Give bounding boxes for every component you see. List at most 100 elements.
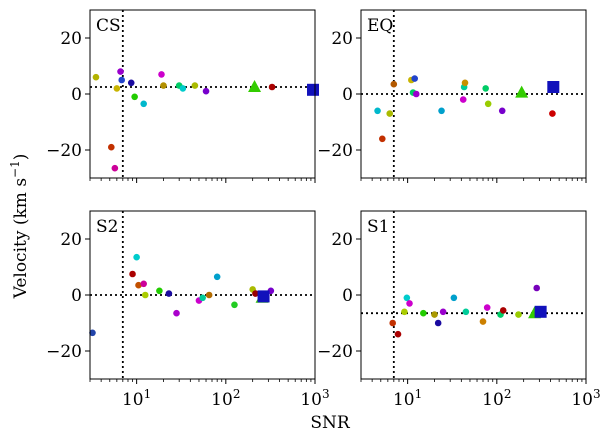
data-point [117,68,124,75]
triangle-marker [248,80,262,92]
data-point [498,107,506,115]
x-axis-label: SNR [310,413,351,433]
y-tick-label: −20 [317,141,353,161]
y-tick-label: 0 [342,286,353,306]
data-point [394,330,402,338]
data-point [412,90,420,98]
data-point [438,107,445,115]
data-point [165,290,173,297]
data-point [406,300,413,307]
data-point [450,294,458,302]
data-point [205,291,213,299]
y-tick-label: 20 [331,29,353,49]
panel-eq: −20 0 20 EQ [317,9,587,183]
square-marker [307,83,320,96]
data-point [533,284,540,292]
panel-frame [89,9,316,179]
panel-s2: −20 0 20 101 102 103 S2 [46,210,330,410]
data-point [431,311,438,318]
x-tick-label: 102 [482,387,511,410]
data-point [179,85,187,92]
panel-frame [89,210,316,380]
data-point [252,290,259,297]
square-marker [547,81,560,93]
data-point [131,93,138,101]
data-point [135,281,142,289]
data-point [133,253,140,261]
data-point [549,110,556,117]
data-point [231,301,238,309]
y-tick-label: 20 [60,230,82,250]
square-marker [257,290,270,303]
y-tick-label: −20 [46,141,82,161]
data-point [434,319,442,327]
y-tick-label: −20 [317,342,353,362]
data-point [403,294,411,302]
data-point [158,71,165,78]
data-point [108,143,115,151]
data-point [461,79,469,87]
data-point [129,270,136,278]
data-point [113,85,121,92]
y-axis-label: Velocity (km s−1) [8,154,31,300]
panel-cs: −20 0 20 CS [46,9,320,183]
panel-frame [360,210,587,380]
y-tick-label: 0 [71,286,82,306]
x-tick-label: 102 [211,387,240,410]
data-point [379,135,386,143]
data-point [118,76,125,84]
data-point [141,291,149,299]
data-point [92,73,100,81]
data-point [156,287,163,295]
data-point [111,164,119,172]
y-axis-label-close: ) [11,154,31,161]
data-point [89,329,96,337]
data-point [140,280,147,288]
data-point [173,309,180,317]
data-point [140,100,147,108]
triangle-marker [515,85,529,98]
y-axis-label-text: Velocity (km s [11,178,31,299]
data-point [389,319,396,327]
data-point [459,96,467,103]
data-point [390,80,398,88]
x-tick-label: 101 [122,387,151,410]
data-point [160,82,167,89]
data-point [202,87,210,95]
data-point [213,273,221,281]
data-point [420,309,427,317]
panel-title: S1 [367,217,389,237]
square-marker [534,305,547,318]
data-point [482,85,489,92]
data-point [479,318,487,325]
data-point [439,308,447,316]
y-tick-label: 0 [342,85,353,105]
data-point [401,308,408,316]
data-point [199,294,206,302]
y-tick-label: 20 [60,29,82,49]
y-tick-label: 20 [331,230,353,250]
panel-s1: −20 0 20 101 102 103 S1 [317,210,601,410]
data-point [374,107,381,115]
panel-title: CS [96,16,121,36]
data-point [462,308,470,316]
panel-title: EQ [367,16,393,36]
x-tick-label: 101 [393,387,422,410]
data-point [386,110,394,117]
data-point [127,79,135,87]
panel-frame [360,9,587,179]
y-tick-label: −20 [46,342,82,362]
data-point [411,75,418,82]
data-point [268,83,276,91]
data-point [499,307,507,314]
data-point [515,311,522,318]
x-tick-label: 103 [300,387,329,410]
y-axis-label-superscript: −1 [8,160,22,178]
panel-title: S2 [96,217,118,237]
y-tick-label: 0 [71,85,82,105]
data-point [484,100,492,108]
data-point [191,82,199,89]
data-point [483,304,491,311]
x-tick-label: 103 [571,387,600,410]
